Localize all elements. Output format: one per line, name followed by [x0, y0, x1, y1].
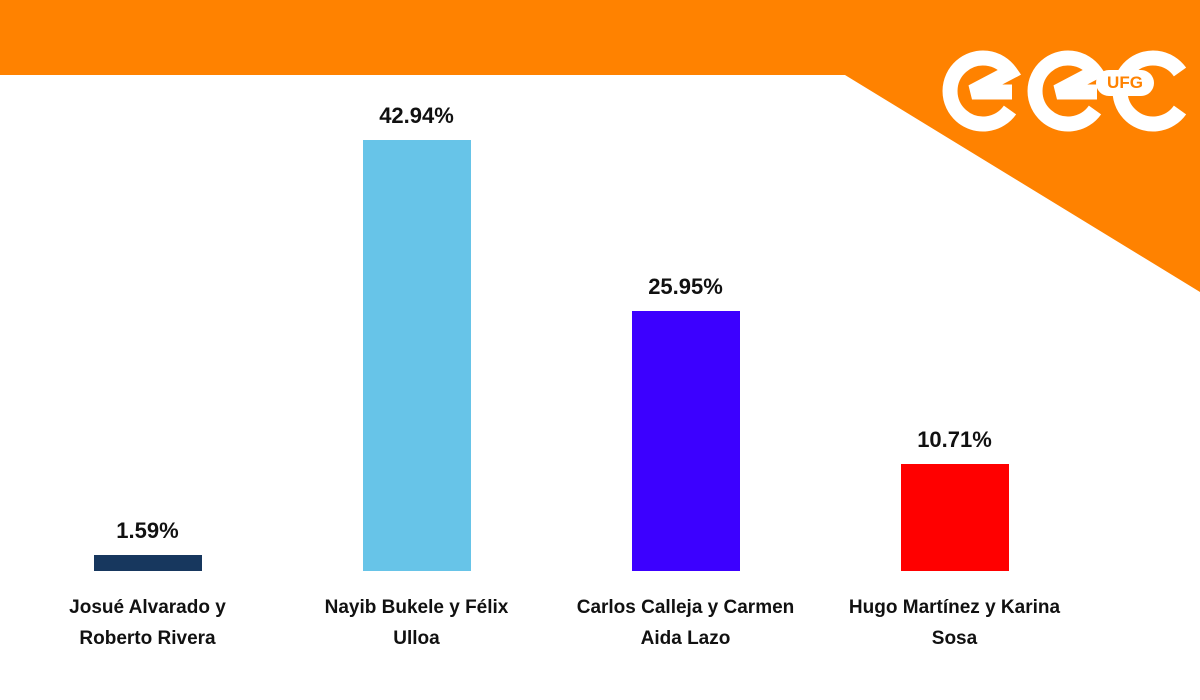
logo-text: UFG	[1107, 73, 1143, 92]
bar	[362, 140, 471, 571]
bar	[900, 463, 1009, 571]
logo-badge	[1096, 70, 1154, 96]
value-label: 42.94%	[379, 103, 454, 128]
value-label: 1.59%	[116, 518, 179, 544]
category-label: Hugo Martínez y Karina Sosa	[848, 597, 1061, 649]
bar	[631, 310, 740, 571]
value-label: 25.95%	[648, 273, 723, 299]
category-label: Carlos Calleja y Carmen Aida Lazo	[576, 597, 795, 649]
bar	[93, 555, 202, 571]
category-label: Nayib Bukele y Félix Ulloa	[324, 597, 509, 649]
header-band	[0, 0, 1200, 292]
category-label: Josué Alvarado y Roberto Rivera	[69, 597, 226, 649]
value-label: 10.71%	[917, 426, 992, 452]
